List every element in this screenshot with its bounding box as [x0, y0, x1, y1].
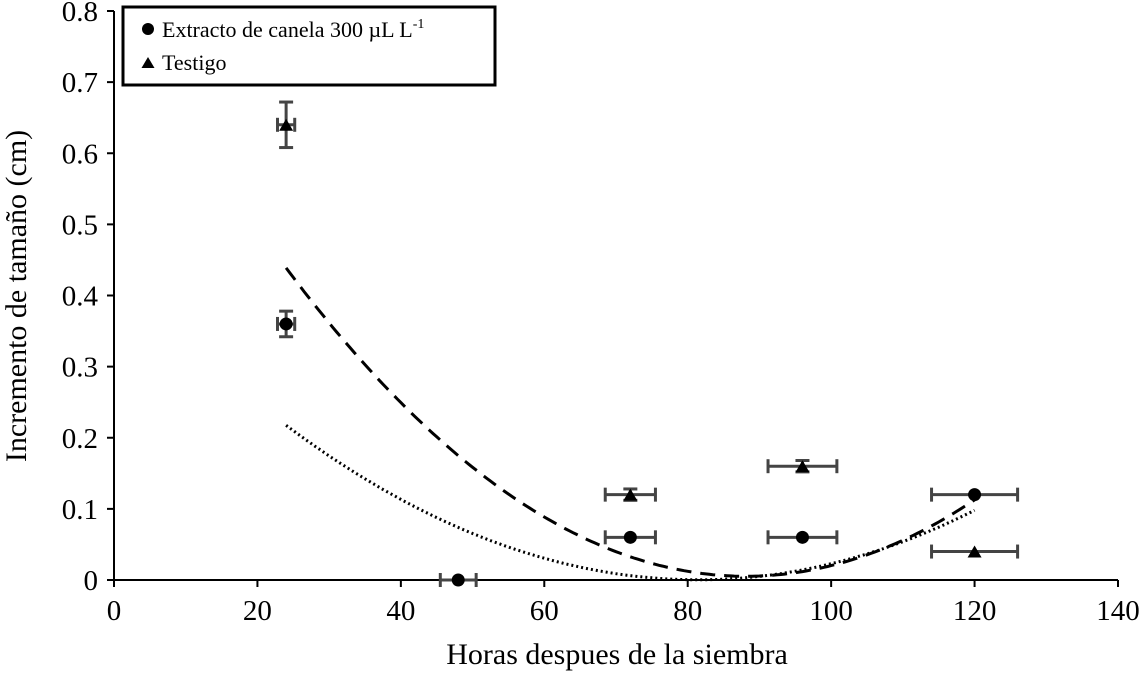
data-point-testigo	[795, 460, 810, 473]
x-tick-label: 80	[673, 595, 702, 627]
data-point-testigo	[623, 488, 638, 501]
y-tick-label: 0.2	[62, 423, 98, 455]
x-tick-label: 100	[809, 595, 853, 627]
data-point-testigo	[279, 118, 294, 131]
x-axis-title: Horas despues de la siembra	[446, 638, 788, 671]
data-point-extracto	[623, 530, 637, 544]
data-point-testigo	[967, 545, 982, 558]
trend-line-extracto	[285, 424, 976, 582]
data-markers	[279, 118, 982, 587]
data-point-extracto	[968, 488, 982, 502]
y-tick-label: 0.8	[62, 0, 98, 28]
data-point-extracto	[795, 530, 809, 544]
x-tick-label: 120	[953, 595, 997, 627]
legend-box	[121, 5, 497, 87]
y-tick-label: 0.4	[62, 281, 99, 313]
data-point-extracto	[279, 317, 293, 331]
x-tick-label: 60	[530, 595, 559, 627]
y-axis-title: Incremento de tamaño (cm)	[0, 130, 33, 462]
y-tick-label: 0.6	[62, 138, 98, 170]
error-bars	[276, 100, 1020, 587]
trend-lines	[284, 267, 976, 582]
y-tick-label: 0.1	[62, 494, 98, 526]
legend-label-testigo: Testigo	[162, 50, 226, 75]
trend-line-testigo	[284, 267, 976, 578]
y-tick-label: 0	[84, 565, 99, 597]
y-tick-label: 0.5	[62, 209, 98, 241]
legend-superscript: -1	[413, 17, 425, 32]
x-tick-label: 0	[107, 595, 122, 627]
legend-label-extracto: Extracto de canela 300 µL L-1	[162, 17, 424, 42]
y-tick-label: 0.3	[62, 352, 98, 384]
legend-circle-marker	[142, 23, 154, 35]
x-tick-label: 20	[243, 595, 272, 627]
y-tick-label: 0.7	[62, 67, 98, 99]
axes: 0 20 40 60 80 100 120 140 0 0.1 0.2 0.3 0.4 0.5 0.6 0.7…	[62, 0, 1140, 627]
legend: Extracto de canela 300 µL L-1 Testigo	[121, 5, 497, 87]
x-tick-label: 140	[1096, 595, 1140, 627]
x-tick-label: 40	[386, 595, 415, 627]
data-point-extracto	[451, 573, 465, 587]
legend-triangle-marker	[141, 57, 155, 68]
